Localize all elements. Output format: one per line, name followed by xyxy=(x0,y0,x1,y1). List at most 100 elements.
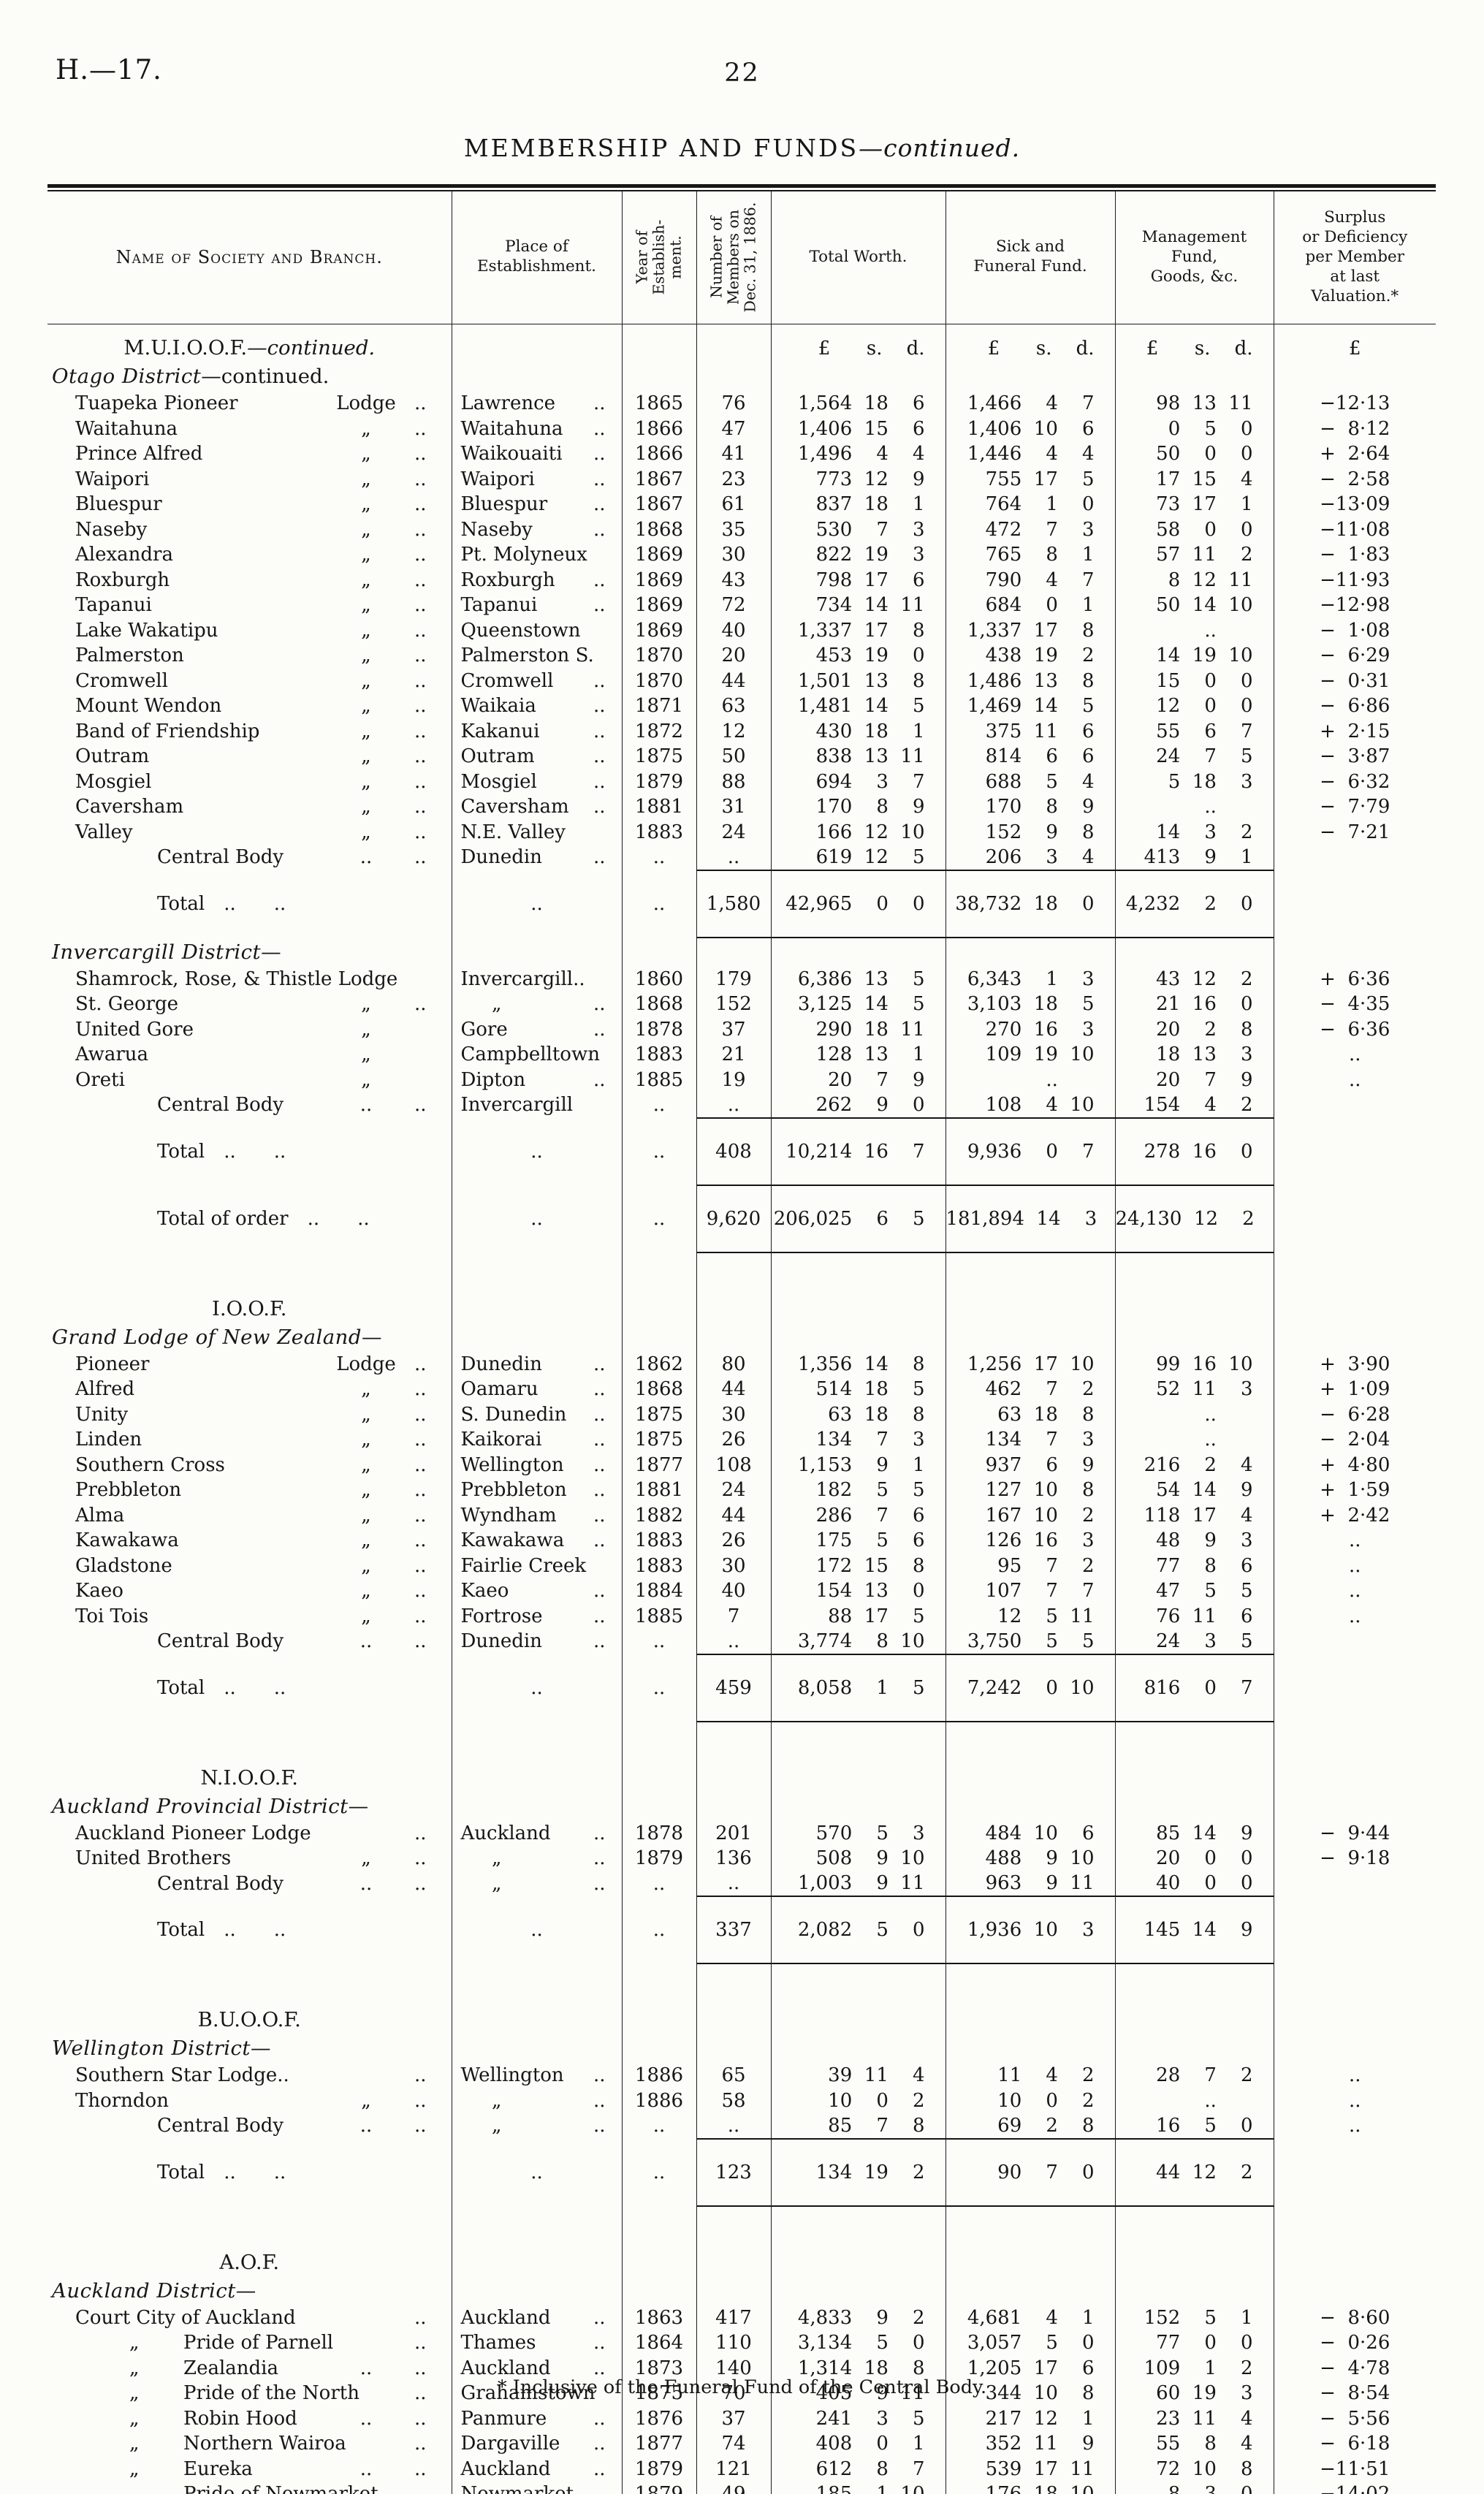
ditto-mark: „ xyxy=(129,2433,140,2455)
leader-dots: .. xyxy=(593,2433,606,2455)
cell-year: 1878 xyxy=(621,1016,696,1042)
cell-surplus: + 2·42 xyxy=(1273,1502,1436,1528)
cell-members: .. xyxy=(696,1629,771,1654)
cell-year: 1883 xyxy=(621,1528,696,1554)
table-row: Central Body.... „...... 85 7 8 69 2 8 16 5… xyxy=(47,2113,1436,2139)
cell-sick-fund: 1,936 10 3 xyxy=(945,1896,1115,1964)
order-heading: B.U.O.O.F. xyxy=(197,2008,301,2031)
leader-dots: .. xyxy=(414,2407,427,2430)
society-label: Bluespur xyxy=(75,493,162,516)
cell-total-worth: 1,003 9 11 xyxy=(770,1871,945,1896)
cell-total-worth: 1,564 18 6 xyxy=(770,391,945,417)
name-mid-mark: „ xyxy=(361,443,371,465)
leader-dots: .. xyxy=(414,569,427,591)
cell-members: 337 xyxy=(696,1896,771,1964)
cell-sick-fund xyxy=(945,2276,1115,2305)
cell-surplus: − 6·29 xyxy=(1273,643,1436,669)
cell-society-name: Palmerston „.. xyxy=(47,643,452,669)
leader-dots: .. xyxy=(593,2064,606,2087)
cell-society-name: Band of Friendship „.. xyxy=(47,719,452,745)
table-row: Toi Tois „.. Fortrose.. 1885 7 88 17 5 12 5 11… xyxy=(47,1603,1436,1629)
cell-sick-fund: 3,750 5 5 xyxy=(945,1629,1115,1654)
cell-year: 1883 xyxy=(621,1553,696,1578)
cell-members xyxy=(696,1791,771,1821)
cell-place xyxy=(451,1963,622,2034)
cell-place: .. xyxy=(451,1896,622,1963)
table-row: Valley „.. N.E. Valley 1883 24 166 12 10 152 9… xyxy=(47,819,1436,845)
cell-year xyxy=(621,1791,696,1821)
table-row: Otago District—continued. xyxy=(47,362,1436,391)
cell-year: 1882 xyxy=(621,1502,696,1528)
cell-surplus: − 5·56 xyxy=(1273,2406,1436,2431)
cell-total-worth: 286 7 6 xyxy=(770,1502,945,1528)
cell-year: 1868 xyxy=(621,517,696,542)
cell-surplus: −11·93 xyxy=(1273,567,1436,593)
society-label: Palmerston xyxy=(75,645,184,667)
cell-year: 1865 xyxy=(621,391,696,417)
cell-surplus xyxy=(1273,2205,1436,2276)
cell-surplus: − 4·35 xyxy=(1273,992,1436,1017)
cell-sick-fund xyxy=(945,1721,1115,1792)
cell-year: 1879 xyxy=(621,1846,696,1871)
cell-society-name: Total .. .. xyxy=(47,1896,452,1963)
cell-place: Wellington.. xyxy=(451,2063,622,2088)
cell-members: 179 xyxy=(696,966,771,992)
name-mid-mark: „ xyxy=(361,1453,371,1476)
table-row: Auckland Provincial District— xyxy=(47,1791,1436,1821)
name-mid-mark: „ xyxy=(361,594,371,617)
cell-total-worth: 612 8 7 xyxy=(770,2456,945,2482)
leader-dots: .. xyxy=(414,645,427,667)
table-row: United Gore „ Gore.. 1878 37 290 18 11 270 16 … xyxy=(47,1016,1436,1042)
cell-society-name: Alfred „.. xyxy=(47,1377,452,1402)
leader-dots: .. xyxy=(414,2457,427,2480)
table-row: Thorndon „.. „.. 1886 58 10 0 2 10 0 2.. .. xyxy=(47,2088,1436,2113)
cell-total-worth: 39 11 4 xyxy=(770,2063,945,2088)
table-row: Tuapeka Pioneer Lodge.. Lawrence.. 1865 76 1,… xyxy=(47,391,1436,417)
cell-society-name: N.I.O.O.F. xyxy=(47,1722,452,1792)
table-row: Central Body.... Dunedin...... 619 12 5 206… xyxy=(47,845,1436,870)
cell-society-name: Waipori „.. xyxy=(47,467,452,493)
cell-members: 63 xyxy=(696,693,771,719)
table-row: Naseby „.. Naseby.. 1868 35 530 7 3 472 7 3 58 … xyxy=(47,517,1436,543)
leader-dots: .. xyxy=(414,2483,427,2494)
cell-society-name: Naseby „.. xyxy=(47,517,452,543)
order-heading: A.O.F. xyxy=(219,2250,280,2274)
cell-members: 41 xyxy=(696,441,771,467)
cell-sick-fund: 127 10 8 xyxy=(945,1478,1115,1503)
society-label: Roxburgh xyxy=(75,569,170,591)
society-label: Central Body xyxy=(157,846,284,869)
cell-surplus: −12·13 xyxy=(1273,391,1436,417)
society-label: Northern Wairoa xyxy=(183,2433,346,2455)
cell-total-worth: 508 9 10 xyxy=(770,1846,945,1871)
cell-place: Auckland.. xyxy=(451,1820,622,1846)
cell-place: Wyndham.. xyxy=(451,1502,622,1528)
column-header-management-fund: Management Fund, Goods, &c. xyxy=(1114,191,1274,324)
cell-surplus xyxy=(1273,1721,1436,1792)
society-label: Central Body xyxy=(157,1872,284,1895)
leader-dots: .. xyxy=(593,796,606,818)
total-label: Total .. .. xyxy=(157,1140,286,1163)
cell-total-worth xyxy=(770,1322,945,1352)
leader-dots: .. xyxy=(414,1353,427,1375)
cell-total-worth: 1,337 17 8 xyxy=(770,617,945,643)
leader-dots: .. xyxy=(414,443,427,465)
leader-dots: .. xyxy=(414,695,427,718)
table-row: Oreti „ Dipton.. 1885 19 20 7 9.. 20 7 9.. xyxy=(47,1067,1436,1092)
leader-dots: .. xyxy=(593,770,606,793)
cell-management-fund xyxy=(1114,2276,1274,2305)
cell-members: 70 xyxy=(696,2381,771,2406)
name-mid-mark: „ xyxy=(361,1403,371,1426)
cell-management-fund: .. xyxy=(1114,794,1274,820)
society-label: St. George xyxy=(75,993,179,1016)
society-label: Pride of Newmarket xyxy=(183,2483,378,2494)
cell-management-fund: 77 0 0 xyxy=(1114,2330,1274,2356)
cell-total-worth: 405 9 11 xyxy=(770,2381,945,2406)
cell-management-fund: 99 16 10 xyxy=(1114,1351,1274,1377)
cell-place xyxy=(451,1322,622,1352)
cell-total-worth: 3,774 8 10 xyxy=(770,1629,945,1654)
cell-members: .. xyxy=(696,845,771,870)
cell-members: 40 xyxy=(696,617,771,643)
cell-society-name: Roxburgh „.. xyxy=(47,568,452,593)
cell-sick-fund: 472 7 3 xyxy=(945,517,1115,542)
